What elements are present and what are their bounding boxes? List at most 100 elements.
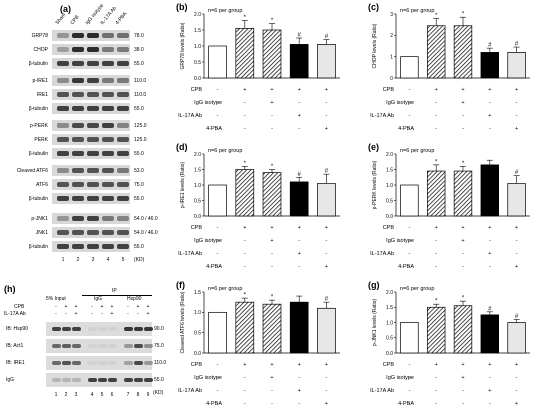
condition-sign: - xyxy=(271,264,273,270)
blot-band xyxy=(117,151,129,156)
blot-band xyxy=(57,196,69,201)
lane-number: 4 xyxy=(106,257,110,263)
chart-note: n=6 per group xyxy=(400,8,434,14)
condition-sign: - xyxy=(244,401,246,407)
condition-sign: - xyxy=(217,401,219,407)
chart-ytick-label: 1.0 xyxy=(386,320,393,326)
condition-sign: + xyxy=(435,87,438,93)
condition-sign: - xyxy=(217,251,219,257)
chart-mark: * xyxy=(462,296,465,302)
chart-ytick-label: 2.0 xyxy=(386,152,393,158)
blot-band xyxy=(72,33,84,38)
blot-mw: 55.0 xyxy=(134,196,144,202)
panel-h-letter: (h) xyxy=(4,284,16,294)
condition-label: 4-PBA xyxy=(206,401,222,407)
condition-sign: - xyxy=(271,388,273,394)
ip-blot-band xyxy=(108,361,117,365)
ip-blot-band xyxy=(62,327,71,331)
condition-sign: + xyxy=(243,225,246,231)
blot-strip xyxy=(52,89,130,100)
condition-sign: + xyxy=(325,87,328,93)
chart-mark: * xyxy=(271,164,274,170)
condition-sign: - xyxy=(298,238,300,244)
condition-sign: + xyxy=(325,264,328,270)
ip-sign: - xyxy=(127,304,129,310)
blot-band xyxy=(72,244,84,249)
blot-band xyxy=(72,168,84,173)
group-label-input: 5% Input xyxy=(46,296,66,302)
chart-bar xyxy=(427,25,446,79)
ip-sign: + xyxy=(100,304,104,310)
condition-sign: + xyxy=(461,238,464,244)
condition-sign: + xyxy=(515,126,518,132)
chart-mark: * xyxy=(462,12,465,18)
chart-mark: # xyxy=(325,297,329,303)
ip-row-mw: 110.0 xyxy=(154,360,167,366)
chart-mark: * xyxy=(435,299,438,305)
blot-band xyxy=(57,78,69,83)
blot-band xyxy=(57,92,69,97)
blot-mw: 75.0 xyxy=(134,182,144,188)
condition-sign: + xyxy=(298,225,301,231)
blot-band xyxy=(117,216,129,221)
condition-sign: - xyxy=(217,225,219,231)
chart-ytick-label: 0.5 xyxy=(194,60,201,66)
condition-label: CPB xyxy=(191,225,203,231)
condition-sign: - xyxy=(408,264,410,270)
ip-lane-number: 4 xyxy=(90,392,94,398)
blot-strip xyxy=(52,165,130,176)
blot-band xyxy=(117,106,129,111)
condition-label: IgG isotype xyxy=(194,238,222,244)
blot-mw: 110.0 xyxy=(134,78,147,84)
chart-svg: (e) n=6 per group p-PERK levels (Ratio) 0.0… xyxy=(368,142,530,270)
blot-band xyxy=(57,168,69,173)
blot-mw: 55.0 xyxy=(134,244,144,250)
condition-sign: + xyxy=(298,388,301,394)
blot-band xyxy=(117,123,129,128)
chart-mark: * xyxy=(244,15,247,21)
condition-label: IL-17A Ab xyxy=(178,388,202,394)
ip-blot-band xyxy=(98,361,107,365)
ip-sign: - xyxy=(101,311,103,317)
ip-sign: + xyxy=(74,304,78,310)
blot-band xyxy=(57,123,69,128)
chart-bar xyxy=(400,322,419,354)
chart-note: n=6 per group xyxy=(208,148,242,154)
condition-sign: + xyxy=(515,401,518,407)
blot-mw: 125.0 xyxy=(134,123,147,129)
condition-sign: - xyxy=(516,100,518,106)
condition-sign: - xyxy=(489,401,491,407)
condition-sign: - xyxy=(217,362,219,368)
ip-blot-band xyxy=(124,361,133,365)
condition-sign: + xyxy=(461,225,464,231)
condition-sign: - xyxy=(298,375,300,381)
chart-ytick-label: 0.0 xyxy=(386,214,393,220)
chart-mark: # xyxy=(325,169,329,175)
blot-band xyxy=(72,78,84,83)
blot-row-label: p-JNK1 xyxy=(31,216,48,222)
lane-number: 3 xyxy=(91,257,95,263)
condition-sign: - xyxy=(408,225,410,231)
chart-mark: # xyxy=(515,314,519,320)
condition-sign: + xyxy=(270,100,273,106)
panel-a-kd-label: (KD) xyxy=(134,257,145,263)
condition-sign: - xyxy=(217,100,219,106)
blot-band xyxy=(117,78,129,83)
ip-sign: + xyxy=(136,304,140,310)
blot-band xyxy=(102,230,114,235)
condition-label: 4-PBA xyxy=(398,264,414,270)
ip-sign: - xyxy=(127,311,129,317)
condition-sign: - xyxy=(271,401,273,407)
blot-band xyxy=(72,47,84,52)
chart-ytick-label: 0.0 xyxy=(194,76,201,82)
chart-ytick-label: 2.0 xyxy=(386,290,393,296)
condition-sign: - xyxy=(298,100,300,106)
condition-label: CPB xyxy=(191,87,203,93)
chart-mark: * xyxy=(271,295,274,301)
blot-row-label: IRE1 xyxy=(36,92,48,98)
blot-strip xyxy=(52,213,130,224)
ip-blot-band xyxy=(72,327,81,331)
chart-bar xyxy=(262,29,282,79)
condition-sign: + xyxy=(325,126,328,132)
chart-bar xyxy=(427,170,446,217)
